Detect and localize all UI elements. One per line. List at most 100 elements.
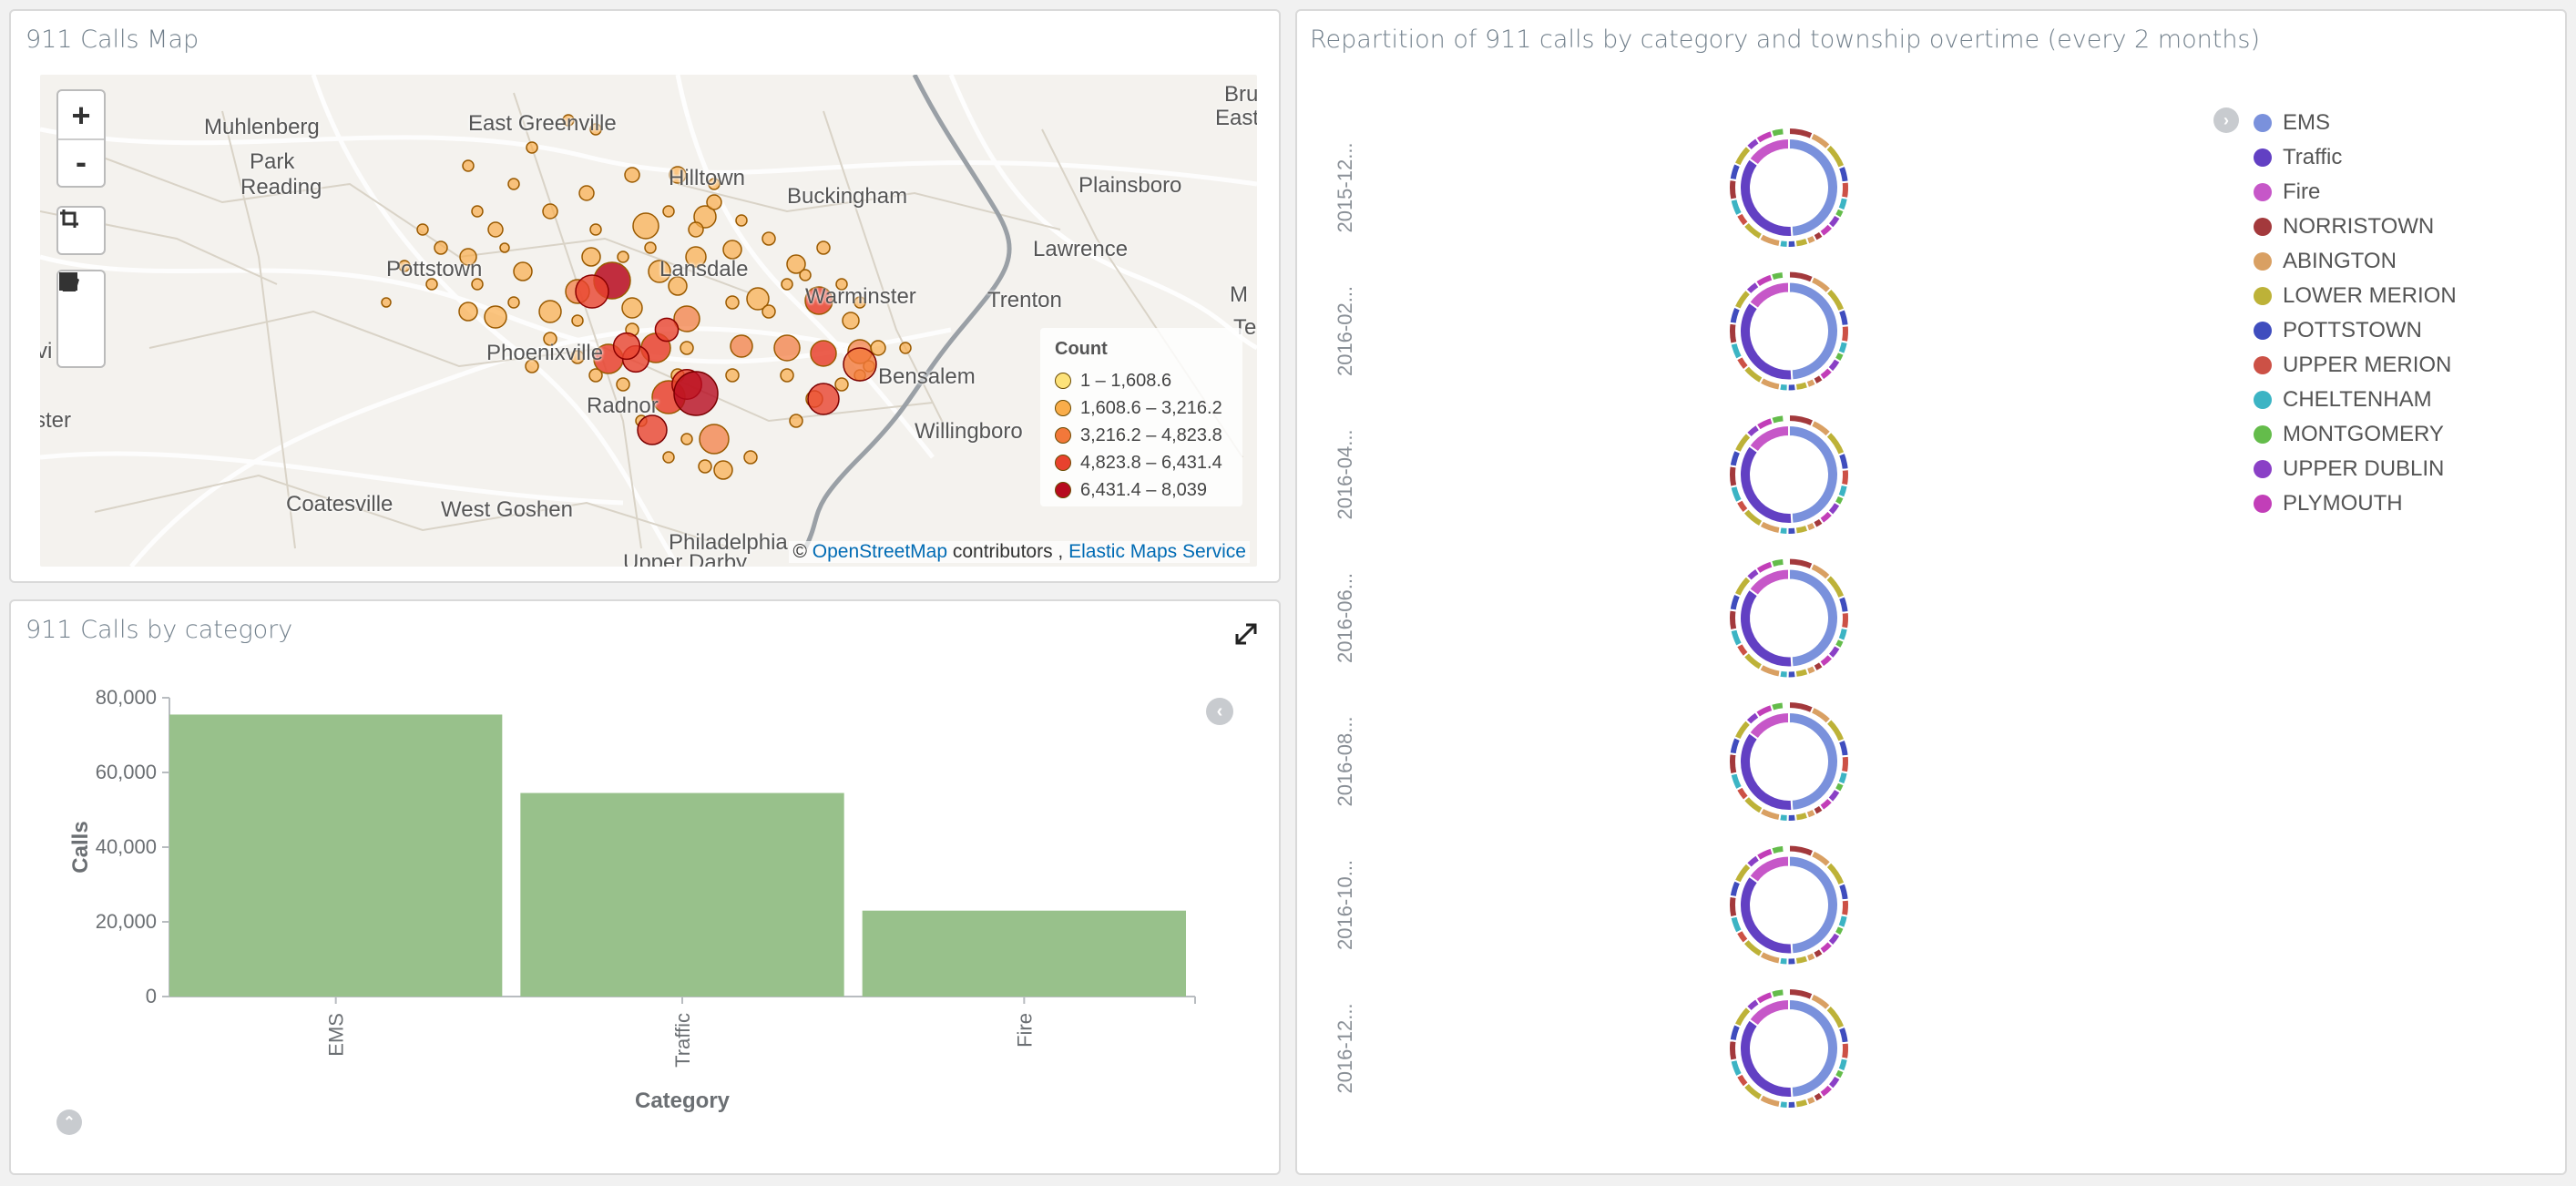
pie-slice[interactable] (1836, 164, 1850, 184)
pie-slice[interactable] (1729, 915, 1744, 935)
pie-slice[interactable] (1728, 608, 1739, 632)
pie-slice[interactable] (1839, 610, 1850, 630)
pie-slice[interactable] (1728, 178, 1739, 201)
pie-slice[interactable] (1788, 126, 1814, 141)
pie-slice[interactable] (1788, 700, 1815, 715)
pie-slice[interactable] (1769, 270, 1785, 282)
pie-slice[interactable] (1747, 137, 1790, 167)
pie-slice[interactable] (1769, 987, 1785, 999)
pie-slice[interactable] (1770, 414, 1785, 425)
pie-slice[interactable] (1729, 772, 1744, 792)
bar[interactable] (862, 910, 1186, 997)
pie-slice[interactable] (1769, 127, 1785, 138)
pie-slice[interactable] (1728, 1038, 1739, 1062)
pie-slice[interactable] (1747, 281, 1790, 311)
pie-slice[interactable] (1839, 754, 1850, 774)
ems-link[interactable]: Elastic Maps Service (1068, 541, 1246, 562)
map-point (807, 383, 840, 415)
pie-slice[interactable] (1747, 711, 1790, 741)
pie-slice[interactable] (1786, 1099, 1797, 1109)
pie-slice[interactable] (1836, 738, 1850, 758)
pie-slice[interactable] (1786, 526, 1797, 536)
expand-icon[interactable] (1233, 621, 1259, 647)
map-point (542, 203, 558, 220)
bar[interactable] (520, 792, 844, 997)
pie-legend-item[interactable]: MONTGOMERY (2254, 417, 2457, 452)
legend-toggle-button[interactable]: ‹ (1206, 698, 1233, 725)
pie-slice[interactable] (1769, 700, 1785, 712)
map-legend-item: 1 – 1,608.6 (1055, 367, 1228, 394)
pie-slice[interactable] (1729, 628, 1744, 649)
x-tick-label: Fire (1013, 1013, 1036, 1048)
pie-slice[interactable] (1786, 382, 1797, 393)
pie-slice[interactable] (1839, 1041, 1850, 1061)
pie-slice[interactable] (1728, 751, 1739, 776)
legend-label: ABINGTON (2283, 249, 2397, 273)
pie-slice[interactable] (1786, 239, 1797, 249)
pie-slice[interactable] (1770, 843, 1785, 856)
pie-slice[interactable] (1794, 236, 1810, 249)
pie-slice[interactable] (1839, 468, 1850, 487)
collapse-button[interactable]: ⌃ (56, 1109, 82, 1135)
fit-bounds-button[interactable] (56, 206, 106, 255)
pie-slice[interactable] (1729, 484, 1744, 505)
pie-slice[interactable] (1747, 424, 1790, 454)
pie-legend-item[interactable]: POTTSTOWN (2254, 313, 2457, 348)
pie-slice[interactable] (1839, 898, 1850, 918)
pie-slice[interactable] (1729, 341, 1744, 362)
map-place-label: West Goshen (441, 497, 573, 522)
pie-legend-item[interactable]: CHELTENHAM (2254, 383, 2457, 417)
pie-slice[interactable] (1836, 882, 1850, 902)
pie-legend-item[interactable]: ABINGTON (2254, 244, 2457, 279)
coordinate-map[interactable]: Muhlenberg Park Reading East Greenville Hill… (40, 75, 1257, 567)
pie-slice[interactable] (1747, 854, 1790, 884)
bar[interactable] (169, 714, 503, 997)
osm-link[interactable]: OpenStreetMap (812, 541, 948, 562)
pie-slice[interactable] (1794, 954, 1810, 966)
pie-slice[interactable] (1836, 451, 1850, 471)
map-place-label: vi (40, 339, 53, 363)
zoom-in-button[interactable]: + (71, 97, 91, 134)
pie-slice[interactable] (1786, 956, 1797, 966)
pie-slice[interactable] (1836, 595, 1850, 614)
map-panel: 911 Calls Map (9, 9, 1281, 583)
map-place-label: Buckingham (787, 184, 908, 209)
pie-slice[interactable] (1788, 270, 1815, 284)
draw-rectangle-button[interactable] (58, 272, 104, 364)
pie-slice[interactable] (1728, 895, 1739, 919)
legend-collapse-button[interactable]: › (2213, 107, 2239, 133)
pie-slice[interactable] (1769, 557, 1785, 569)
zoom-out-button[interactable]: - (58, 138, 104, 184)
pie-slice[interactable] (1794, 810, 1810, 823)
pie-slice[interactable] (1729, 197, 1744, 218)
map-point (668, 276, 688, 296)
pie-slice[interactable] (1794, 1097, 1810, 1109)
pie-legend-item[interactable]: NORRISTOWN (2254, 210, 2457, 244)
pie-slice[interactable] (1728, 465, 1739, 488)
pie-slice[interactable] (1728, 322, 1739, 345)
legend-dot (1055, 455, 1071, 471)
pie-slice[interactable] (1794, 523, 1810, 536)
pie-legend-item[interactable]: Traffic (2254, 140, 2457, 175)
pie-legend-item[interactable]: LOWER MERION (2254, 279, 2457, 313)
pie-slice[interactable] (1839, 324, 1850, 344)
pie-legend-item[interactable]: Fire (2254, 175, 2457, 210)
pie-slice[interactable] (1786, 669, 1797, 680)
map-point (835, 278, 848, 291)
pie-slice[interactable] (1729, 1058, 1744, 1079)
pie-slice[interactable] (1788, 557, 1814, 571)
pie-slice[interactable] (1786, 813, 1797, 823)
pie-slice[interactable] (1794, 667, 1810, 680)
pie-slice[interactable] (1747, 997, 1790, 1028)
pie-slice[interactable] (1788, 987, 1814, 1002)
pie-slice[interactable] (1836, 1025, 1850, 1045)
pie-slice[interactable] (1839, 180, 1850, 200)
pie-legend-item[interactable]: PLYMOUTH (2254, 486, 2457, 521)
legend-swatch (2254, 183, 2272, 201)
pie-slice[interactable] (1794, 380, 1810, 393)
pie-legend-item[interactable]: EMS (2254, 106, 2457, 140)
pie-slice[interactable] (1747, 567, 1790, 598)
pie-slice[interactable] (1836, 307, 1850, 328)
pie-legend-item[interactable]: UPPER DUBLIN (2254, 452, 2457, 486)
pie-legend-item[interactable]: UPPER MERION (2254, 348, 2457, 383)
